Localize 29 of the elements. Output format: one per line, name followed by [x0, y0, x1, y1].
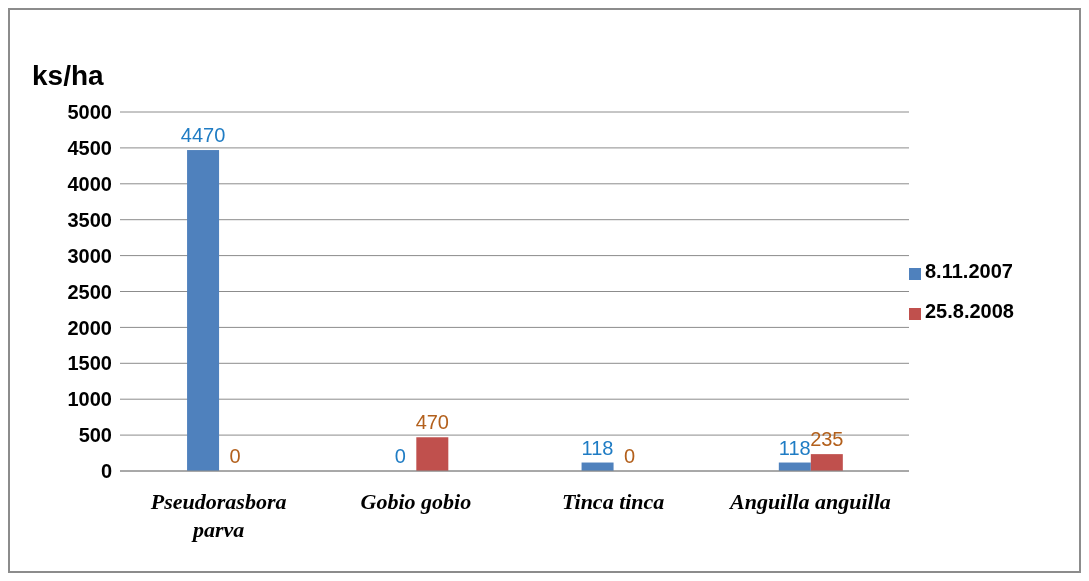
- y-tick-label: 0: [100, 460, 112, 483]
- legend-label: 25.8.2008: [925, 299, 1014, 322]
- x-tick-label: Tinca tinca: [561, 489, 665, 514]
- data-label: 235: [810, 428, 844, 451]
- data-label: 470: [415, 411, 449, 434]
- y-tick-label: 1500: [67, 352, 112, 375]
- y-tick-label: 1000: [67, 388, 112, 411]
- y-tick-label: 4500: [67, 137, 112, 159]
- data-label: 0: [624, 445, 636, 467]
- legend-label: 8.11.2007: [925, 259, 1013, 282]
- data-label: 118: [778, 436, 811, 459]
- x-tick-label: Pseudorasbora parva: [149, 489, 287, 542]
- data-label: 4470: [180, 124, 226, 147]
- data-label: 0: [394, 445, 406, 467]
- bar: [810, 454, 843, 471]
- y-tick-label: 2500: [67, 280, 112, 303]
- y-tick-label: 2000: [67, 316, 112, 339]
- y-tick-label: 5000: [67, 101, 112, 124]
- x-tick-label: Anguilla anguilla: [727, 489, 891, 514]
- y-tick-label: 3500: [67, 208, 112, 231]
- y-tick-label: 500: [78, 424, 112, 447]
- bar: [187, 150, 220, 471]
- x-tick-label: Gobio gobio: [360, 489, 472, 514]
- y-tick-label: 4000: [67, 172, 112, 195]
- y-tick-label: 3000: [67, 244, 112, 267]
- data-label: 0: [229, 445, 241, 467]
- bar: [416, 437, 449, 471]
- y-axis-title: ks/ha: [32, 60, 104, 92]
- data-label: 118: [581, 436, 614, 459]
